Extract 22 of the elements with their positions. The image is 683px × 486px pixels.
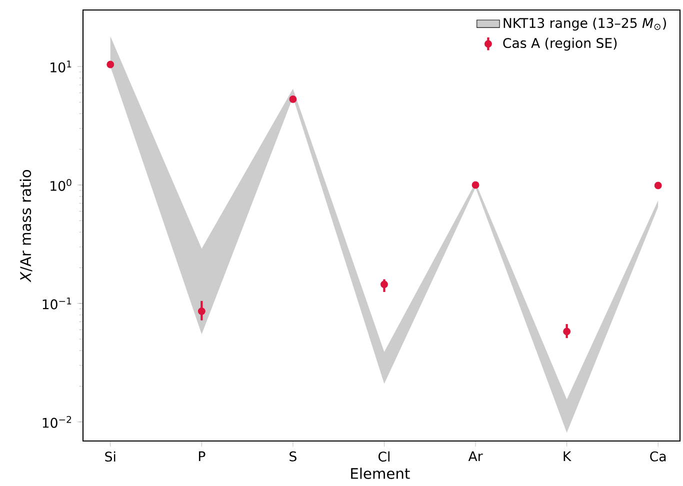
y-tick-label: 10$^{−2}$ xyxy=(42,416,72,428)
x-tick-label: Ar xyxy=(468,451,483,462)
x-tick-label: K xyxy=(564,451,572,462)
legend-label: Cas A (region SE) xyxy=(503,38,617,51)
x-tick-label: Ca xyxy=(650,451,666,462)
point xyxy=(289,95,297,103)
point xyxy=(106,60,114,68)
x-axis-title: Element xyxy=(351,468,410,480)
x-tick-label: Cl xyxy=(378,451,390,462)
legend-label: NKT13 range (13–25 M$_{⊙}$) xyxy=(504,18,666,31)
point xyxy=(472,181,480,189)
x-tick-label: Si xyxy=(105,451,116,462)
x-tick-label: S xyxy=(290,451,296,462)
x-tick-label: P xyxy=(198,451,206,462)
y-axis-title: X/Ar mass ratio xyxy=(20,170,32,282)
y-tick-label: 10$^{−1}$ xyxy=(42,298,72,310)
y-tick-label: 10$^{1}$ xyxy=(50,60,72,72)
point xyxy=(380,280,388,288)
point xyxy=(198,307,206,315)
point xyxy=(654,182,662,190)
y-tick-label: 10$^{0}$ xyxy=(50,179,72,191)
point xyxy=(563,328,571,336)
